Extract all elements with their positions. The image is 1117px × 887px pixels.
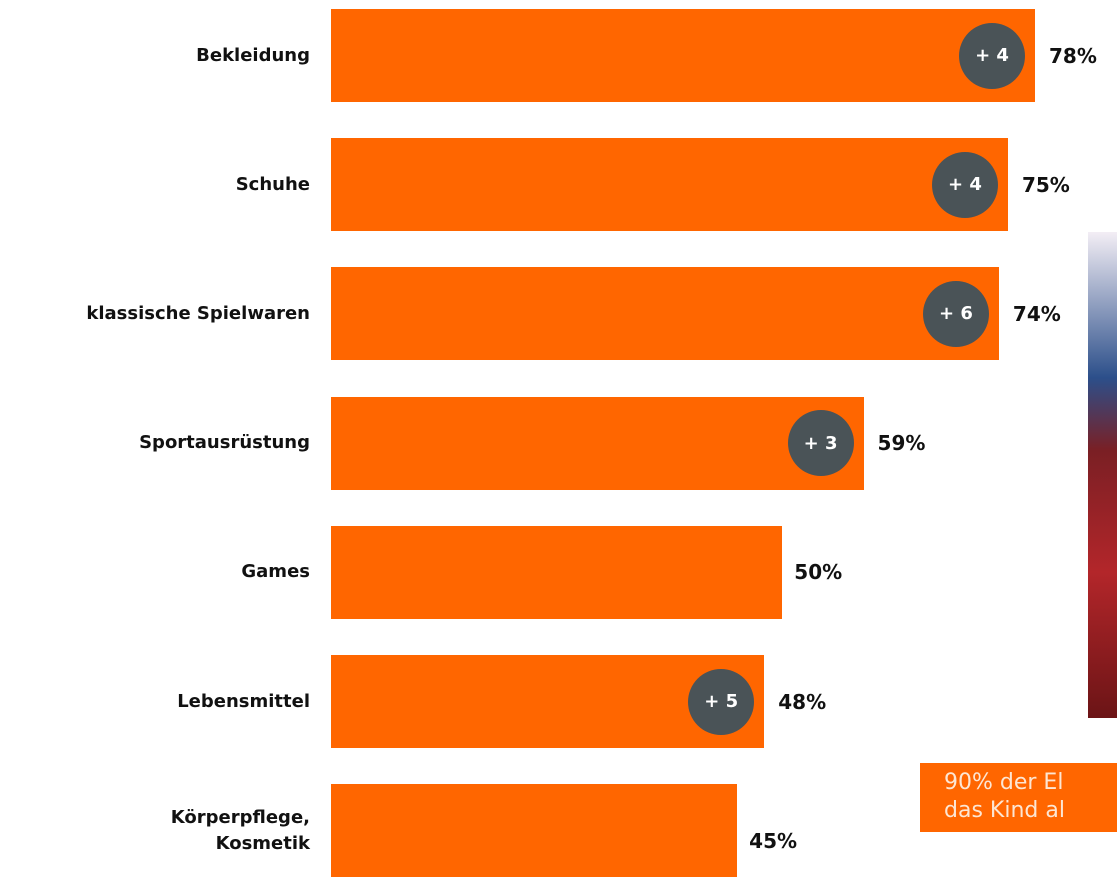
bar bbox=[331, 784, 737, 877]
bar bbox=[331, 267, 999, 360]
category-label: Sportausrüstung bbox=[10, 397, 310, 490]
category-label: klassische Spielwaren bbox=[10, 267, 310, 360]
category-label: Lebensmittel bbox=[10, 655, 310, 748]
value-label: 50% bbox=[794, 526, 842, 619]
page: {"chart_data": {"type": "bar", "orientat… bbox=[0, 0, 1117, 874]
value-label: 75% bbox=[1022, 138, 1070, 231]
callout-line: 90% der El bbox=[944, 769, 1117, 797]
category-label: Bekleidung bbox=[10, 9, 310, 102]
badge: + 4 bbox=[932, 152, 998, 218]
category-label: Games bbox=[10, 526, 310, 619]
bar bbox=[331, 397, 864, 490]
category-label: Schuhe bbox=[10, 138, 310, 231]
badge: + 4 bbox=[959, 23, 1025, 89]
value-label: 78% bbox=[1049, 9, 1097, 102]
badge: + 6 bbox=[923, 281, 989, 347]
callout-line: das Kind al bbox=[944, 797, 1117, 825]
bar bbox=[331, 526, 782, 619]
bar bbox=[331, 9, 1035, 102]
badge: + 5 bbox=[688, 669, 754, 735]
category-label: Körperpflege, Kosmetik bbox=[10, 784, 310, 877]
photo bbox=[1088, 232, 1117, 718]
value-label: 74% bbox=[1013, 267, 1061, 360]
value-label: 48% bbox=[778, 655, 826, 748]
value-label: 59% bbox=[878, 397, 926, 490]
value-label: 45% bbox=[749, 794, 797, 887]
callout: 90% der El das Kind al bbox=[920, 763, 1117, 832]
bar bbox=[331, 138, 1008, 231]
badge: + 3 bbox=[788, 410, 854, 476]
